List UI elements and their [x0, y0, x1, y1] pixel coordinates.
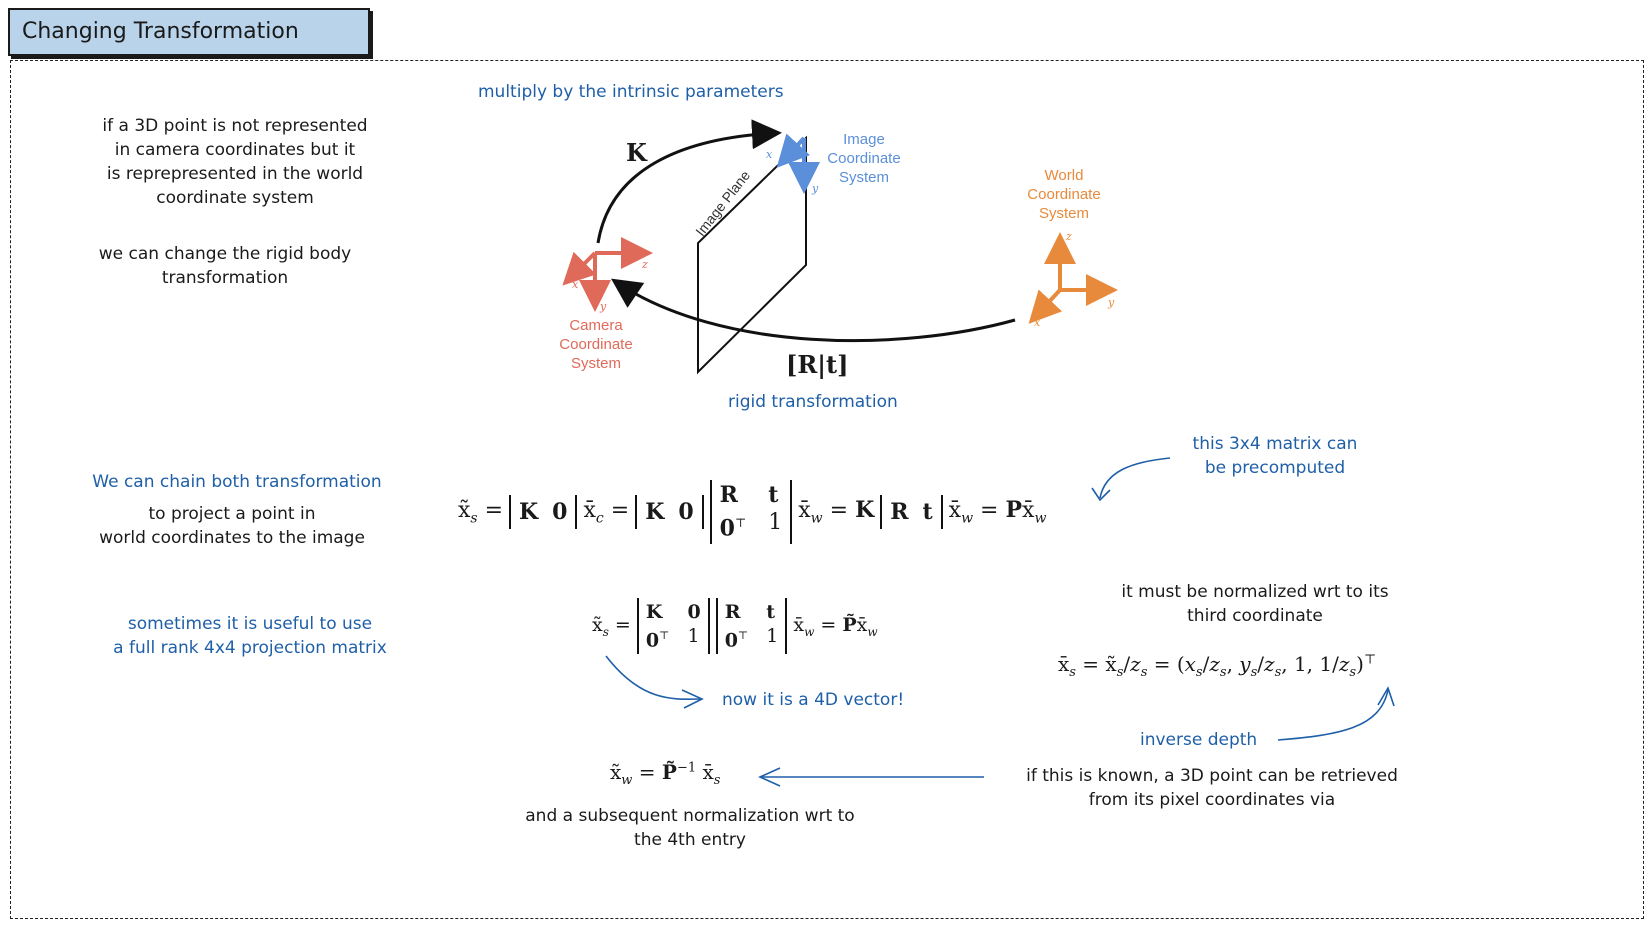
precomputed-arrow — [1099, 457, 1171, 499]
rt-arrow — [611, 278, 1016, 343]
world-x-axis — [1028, 288, 1063, 324]
k-label: K — [626, 138, 647, 167]
normalization-equation: x̄s = x̃s/zs = (xs/zs, ys/zs, 1, 1/zs)⊤ — [1058, 652, 1377, 680]
note-normalized: it must be normalized wrt to its third c… — [1121, 582, 1389, 626]
inverse-depth-arrow — [1277, 689, 1389, 741]
rigid-annotation: rigid transformation — [728, 392, 898, 412]
page-title: Changing Transformation — [22, 19, 299, 44]
note-inverse-depth: inverse depth — [1140, 730, 1258, 750]
note-chain-heading: We can chain both transformation — [92, 472, 382, 492]
note-chain-body: to project a point in world coordinates … — [99, 504, 365, 548]
inverse-equation: x̃w = P̃−1 x̄s — [610, 760, 721, 788]
note-4d-vector: now it is a 4D vector! — [722, 690, 905, 710]
image-x-axis — [776, 133, 811, 168]
note-precomputed: this 3x4 matrix can be precomputed — [1192, 434, 1358, 478]
dashed-frame — [10, 60, 1644, 919]
title-box: Changing Transformation — [8, 8, 370, 56]
rt-label: [R|t] — [786, 350, 849, 379]
note-world-coordinates: if a 3D point is not represented in came… — [102, 116, 368, 208]
camera-cs-label: Camera Coordinate System — [559, 317, 633, 372]
note-retrieved: if this is known, a 3D point can be retr… — [1026, 766, 1398, 810]
image-cs-label: Image Coordinate System — [827, 131, 901, 186]
vector4d-arrow — [605, 655, 701, 701]
world-cs-label: World Coordinate System — [1027, 167, 1101, 222]
intrinsic-annotation: multiply by the intrinsic parameters — [478, 82, 784, 102]
note-full-rank: sometimes it is useful to use a full ran… — [113, 614, 387, 658]
note-rigid-body: we can change the rigid body transformat… — [98, 244, 352, 288]
k-arrow — [596, 119, 782, 244]
image-axis-x: x — [766, 148, 773, 161]
camera-x-axis — [562, 251, 597, 286]
note-subsequent: and a subsequent normalization wrt to th… — [525, 806, 855, 850]
